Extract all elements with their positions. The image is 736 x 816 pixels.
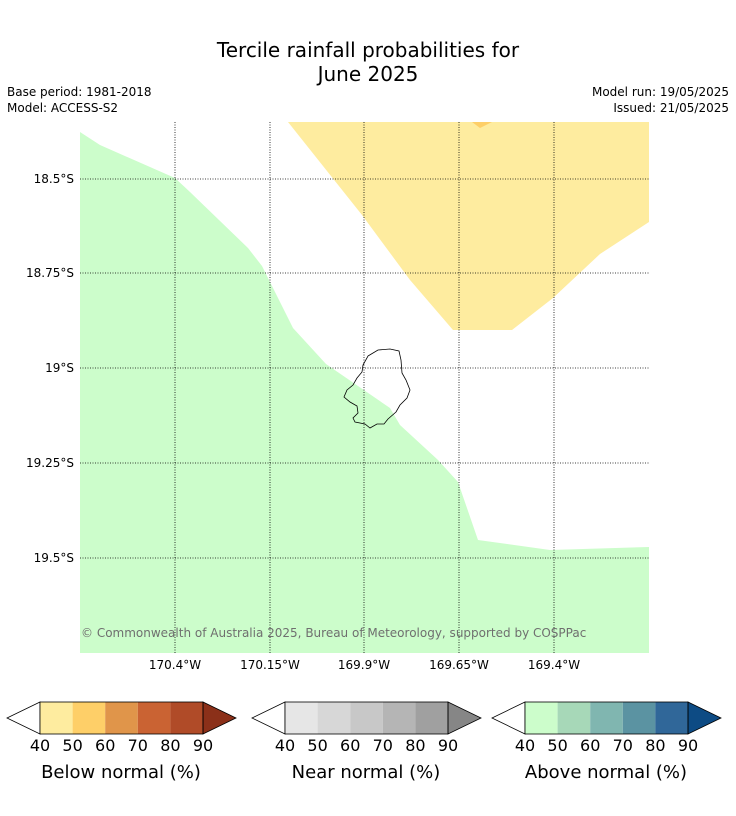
colorbar-outline bbox=[39, 701, 204, 735]
colorbar-tick-label: 40 bbox=[275, 736, 295, 755]
colorbar-tick-label: 50 bbox=[547, 736, 567, 755]
colorbar-swatch bbox=[285, 702, 318, 734]
colorbar-tick-label: 60 bbox=[95, 736, 115, 755]
issued-text: Issued: 21/05/2025 bbox=[613, 101, 729, 115]
island-outline bbox=[343, 348, 411, 429]
lat-label: 18.5°S bbox=[34, 172, 74, 186]
colorbar-title: Below normal (%) bbox=[41, 762, 201, 783]
above-normal-region bbox=[80, 132, 649, 653]
lon-label: 169.65°W bbox=[429, 658, 489, 672]
colorbar-swatch bbox=[557, 702, 591, 734]
colorbar-swatch bbox=[415, 702, 448, 734]
colorbar-tick-label: 60 bbox=[340, 736, 360, 755]
colorbar-swatch bbox=[525, 702, 558, 734]
colorbar-tick-label: 90 bbox=[193, 736, 213, 755]
forecast-map: 18.5°S 18.75°S 19°S 19.25°S 19.5°S 170.4… bbox=[26, 122, 649, 672]
colorbar-swatch bbox=[170, 702, 203, 734]
lon-label: 170.4°W bbox=[149, 658, 201, 672]
colorbar-near-normal: 40 50 60 70 80 90 Near normal (%) bbox=[251, 701, 482, 783]
colorbar-tick-label: 50 bbox=[62, 736, 82, 755]
colorbar-tick-label: 80 bbox=[405, 736, 425, 755]
title-line-1: Tercile rainfall probabilities for bbox=[216, 38, 520, 62]
map-area bbox=[80, 122, 649, 653]
colorbar-low-extension bbox=[491, 701, 526, 735]
colorbar-tick-label: 40 bbox=[30, 736, 50, 755]
colorbar-low-extension bbox=[6, 701, 41, 735]
lat-label: 19.25°S bbox=[26, 456, 74, 470]
colorbar-tick-label: 90 bbox=[438, 736, 458, 755]
colorbar-swatch bbox=[40, 702, 73, 734]
graticule bbox=[80, 122, 649, 653]
colorbar-swatch bbox=[317, 702, 351, 734]
chart-title: Tercile rainfall probabilities for June … bbox=[0, 38, 736, 86]
title-line-2: June 2025 bbox=[317, 62, 419, 86]
copyright-notice: © Commonwealth of Australia 2025, Bureau… bbox=[81, 626, 587, 640]
colorbar-tick-label: 70 bbox=[373, 736, 393, 755]
colorbar-title: Near normal (%) bbox=[292, 762, 441, 783]
colorbar-tick-label: 80 bbox=[160, 736, 180, 755]
lon-label: 169.4°W bbox=[528, 658, 580, 672]
colorbar-swatch bbox=[105, 702, 138, 734]
below-normal-region bbox=[288, 122, 649, 330]
lat-label: 18.75°S bbox=[26, 266, 74, 280]
colorbar-swatch bbox=[382, 702, 416, 734]
base-period-text: Base period: 1981-2018 bbox=[7, 85, 152, 99]
lon-label: 170.15°W bbox=[240, 658, 300, 672]
colorbar-tick-label: 40 bbox=[515, 736, 535, 755]
colorbar-swatch bbox=[655, 702, 688, 734]
colorbar-above-normal: 40 50 60 70 80 90 Above normal (%) bbox=[491, 701, 722, 783]
colorbar-below-normal: 40 50 60 70 80 90 Below normal (%) bbox=[6, 701, 237, 783]
colorbar-swatch bbox=[350, 702, 383, 734]
latitude-labels: 18.5°S 18.75°S 19°S 19.25°S 19.5°S bbox=[26, 172, 74, 565]
colorbar-title: Above normal (%) bbox=[525, 762, 687, 783]
lon-label: 169.9°W bbox=[338, 658, 390, 672]
metadata-left: Base period: 1981-2018 Model: ACCESS-S2 bbox=[7, 84, 152, 116]
colorbar-high-extension bbox=[687, 701, 722, 735]
lat-label: 19.5°S bbox=[34, 551, 74, 565]
colorbar-tick-label: 80 bbox=[645, 736, 665, 755]
metadata-right: Model run: 19/05/2025 Issued: 21/05/2025 bbox=[592, 84, 729, 116]
colorbar-low-extension bbox=[251, 701, 286, 735]
colorbar-tick-label: 50 bbox=[307, 736, 327, 755]
colorbar-swatch bbox=[590, 702, 623, 734]
below-normal-high-region bbox=[472, 122, 492, 128]
colorbar-outline bbox=[524, 701, 689, 735]
colorbar-swatch bbox=[72, 702, 106, 734]
colorbar-tick-label: 60 bbox=[580, 736, 600, 755]
colorbar-swatch bbox=[137, 702, 171, 734]
colorbar-tick-label: 70 bbox=[613, 736, 633, 755]
colorbar-outline bbox=[284, 701, 449, 735]
colorbar-swatch bbox=[622, 702, 656, 734]
model-run-text: Model run: 19/05/2025 bbox=[591, 85, 729, 99]
longitude-labels: 170.4°W 170.15°W 169.9°W 169.65°W 169.4°… bbox=[149, 658, 580, 672]
model-text: Model: ACCESS-S2 bbox=[7, 101, 119, 115]
colorbar-tick-label: 90 bbox=[678, 736, 698, 755]
colorbar-high-extension bbox=[447, 701, 482, 735]
lat-label: 19°S bbox=[45, 361, 74, 375]
colorbar-tick-label: 70 bbox=[128, 736, 148, 755]
colorbar-legends: 40 50 60 70 80 90 Below normal (%) 40 50 60 70 80… bbox=[6, 701, 722, 783]
colorbar-high-extension bbox=[202, 701, 237, 735]
